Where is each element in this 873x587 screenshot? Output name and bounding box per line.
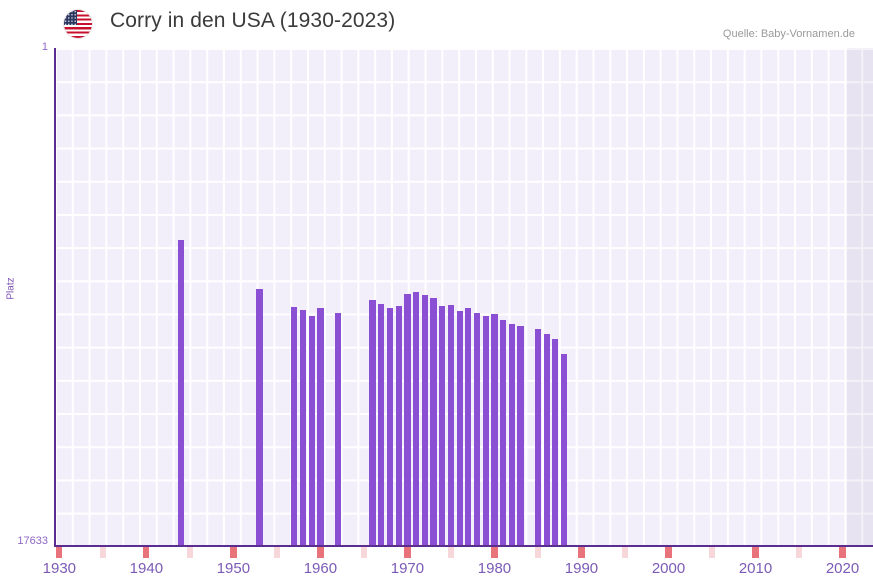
bar [517,326,524,546]
x-axis-ticks [55,547,873,558]
bar [491,314,498,546]
x-tick-minor [273,547,281,558]
bar [178,240,185,546]
bar [500,319,507,546]
bar [447,305,455,546]
x-tick-minor [795,547,803,558]
chart-header: Corry in den USA (1930-2023) Quelle: Bab… [0,0,873,44]
bar [291,307,298,546]
bar [308,316,315,546]
bar [421,295,428,546]
x-axis-tick-label: 1980 [477,560,512,577]
x-tick-minor [447,547,455,558]
x-axis-tick-label: 1990 [564,560,599,577]
x-axis-tick-labels: 1930 1940 1950 1960 1970 1980 1990 2000 2010 2020 [0,560,873,584]
bar [465,307,472,546]
x-tick-major [56,547,63,558]
x-tick-minor [534,547,542,558]
x-tick-minor [621,547,629,558]
x-axis-tick-label: 1930 [42,560,77,577]
x-axis-tick-label: 2000 [651,560,686,577]
x-tick-major [143,547,150,558]
bar [430,298,437,546]
x-axis-line [55,545,873,547]
bar [395,305,402,546]
bar [256,289,263,546]
x-axis-tick-label: 1970 [390,560,425,577]
x-tick-major [230,547,237,558]
y-axis-title: Platz [5,277,17,300]
bar [543,333,550,546]
x-tick-minor [360,547,368,558]
x-axis-tick-label: 1940 [129,560,164,577]
bar [317,308,324,546]
bar [508,323,515,546]
bar [386,308,394,546]
y-axis-line [54,48,56,547]
bar [413,292,420,546]
bar [369,300,376,546]
x-tick-major [578,547,585,558]
x-tick-minor [708,547,716,558]
y-axis-label-bottom: 17633 [17,535,48,547]
bar [534,329,542,546]
bars-layer [55,48,873,546]
x-tick-minor [186,547,193,558]
y-axis-label-top: 1 [41,41,48,53]
bar [404,293,411,546]
x-axis-tick-label: 2020 [825,560,860,577]
x-axis-tick-label: 2010 [738,560,773,577]
bar [334,313,341,546]
x-axis-tick-label: 1960 [303,560,338,577]
bar [473,312,481,546]
plot-area [55,48,873,546]
bar [560,354,568,546]
x-tick-major [752,547,759,558]
bar [456,310,463,546]
flag-canton [64,10,77,25]
x-axis-tick-label: 1950 [216,560,251,577]
bar [378,304,385,546]
bar [299,310,307,546]
x-tick-major [839,547,846,558]
x-tick-major [404,547,411,558]
source-credit: Quelle: Baby-Vornamen.de [722,28,855,40]
bar [482,316,489,546]
bar [552,338,559,546]
x-tick-major [665,547,672,558]
us-flag-icon [64,10,92,38]
page-title: Corry in den USA (1930-2023) [110,9,396,32]
x-tick-minor [99,547,106,558]
x-tick-major [491,547,498,558]
x-tick-major [317,547,324,558]
bar [439,306,446,546]
